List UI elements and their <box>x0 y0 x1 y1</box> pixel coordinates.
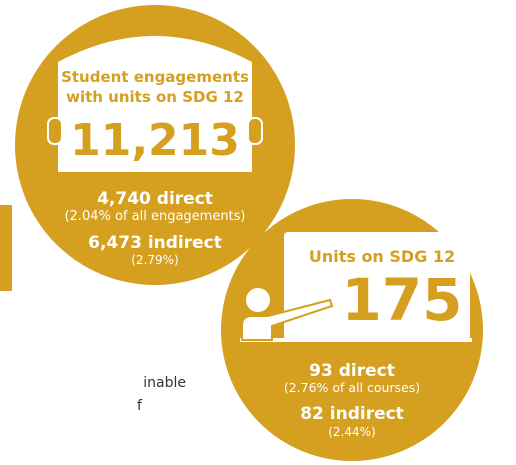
figure-head <box>244 286 272 314</box>
indirect: 82 indirect <box>300 404 404 424</box>
title: with units on SDG 12 <box>66 88 244 106</box>
hand <box>47 117 63 145</box>
direct-note: (2.76% of all courses) <box>284 380 420 395</box>
fragment-text: f <box>137 398 143 414</box>
total: 11,213 <box>70 115 240 166</box>
fragment-text: inable <box>143 375 186 391</box>
total: 175 <box>341 266 462 334</box>
hand <box>247 117 263 145</box>
side-block <box>0 205 12 291</box>
indirect-note: (2.79%) <box>131 253 178 267</box>
indirect-note: (2.44%) <box>328 425 375 439</box>
direct: 93 direct <box>309 361 395 381</box>
figure-body <box>241 298 334 341</box>
title: Units on SDG 12 <box>309 247 455 266</box>
indirect: 6,473 indirect <box>88 233 222 253</box>
direct-note: (2.04% of all engagements) <box>64 209 245 224</box>
direct: 4,740 direct <box>97 189 213 209</box>
board-ledge <box>240 338 472 342</box>
board <box>284 232 470 340</box>
sign <box>58 36 252 172</box>
title: Student engagements <box>61 68 249 86</box>
